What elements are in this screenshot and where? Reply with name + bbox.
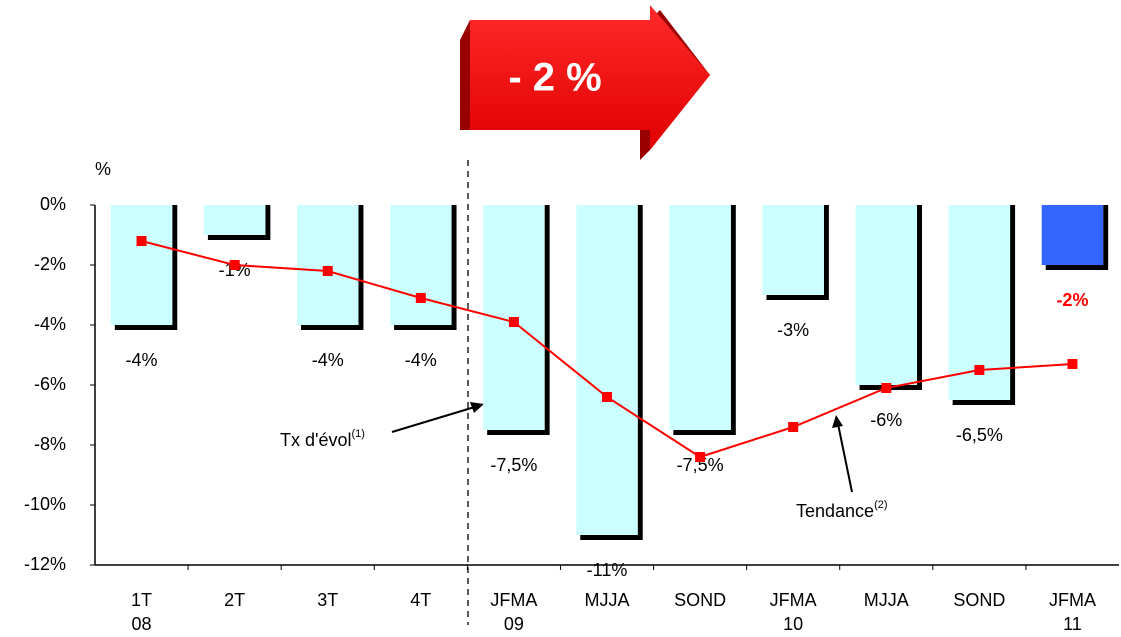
value-label: -4% <box>126 350 158 370</box>
x-tick-line: 09 <box>504 614 524 634</box>
bar-group <box>110 205 178 330</box>
x-tick-line: SOND <box>674 590 726 610</box>
trend-marker <box>229 260 240 270</box>
x-tick-label: SOND <box>953 590 1005 610</box>
value-label: -4% <box>405 350 437 370</box>
value-label: -7,5% <box>677 455 724 475</box>
bar <box>1041 205 1104 265</box>
y-axis-label: % <box>95 159 111 179</box>
bar-group <box>669 205 736 435</box>
bar <box>762 205 824 295</box>
bar-group <box>297 205 364 330</box>
y-tick-label: -2% <box>34 254 66 274</box>
x-tick-label: 1T 08 <box>131 590 152 634</box>
bar <box>669 205 731 430</box>
bar-shadow <box>207 205 271 240</box>
banner-arrow: - 2 % <box>460 5 710 160</box>
x-tick-line: JFMA <box>770 590 817 610</box>
annotation-1: Tx d'évol(1) <box>280 402 484 450</box>
x-tick-line: 3T <box>317 590 338 610</box>
bar-group <box>576 205 643 540</box>
value-label: -6,5% <box>956 425 1003 445</box>
trend-marker <box>415 293 426 303</box>
x-tick-line: JFMA <box>490 590 537 610</box>
bar-group <box>855 205 922 390</box>
bar-shadow <box>766 205 829 300</box>
annotation-arrowhead <box>470 402 484 413</box>
x-tick-label: MJJA <box>585 590 630 610</box>
bar-group <box>1041 205 1109 270</box>
bar-shadow <box>394 205 457 330</box>
x-tick-label: JFMA 10 <box>770 590 817 634</box>
value-label: -6% <box>870 410 902 430</box>
value-label: -7,5% <box>490 455 537 475</box>
bar <box>390 205 452 325</box>
x-tick-line: MJJA <box>864 590 909 610</box>
x-tick-label: 2T <box>224 590 245 610</box>
bar <box>855 205 917 385</box>
value-label: -3% <box>777 320 809 340</box>
bar <box>203 205 266 235</box>
trend-marker <box>136 236 147 246</box>
bar <box>110 205 173 325</box>
annotation-text: Tx d'évol(1) <box>280 428 365 450</box>
x-tick-line: 11 <box>1063 614 1082 634</box>
x-tick-line: SOND <box>953 590 1005 610</box>
trend-marker <box>322 266 333 276</box>
annotation-arrow <box>391 405 479 433</box>
bar-group <box>762 205 829 300</box>
y-tick-label: -6% <box>34 374 66 394</box>
x-tick-label: JFMA 09 <box>490 590 537 634</box>
bar <box>576 205 638 535</box>
annotation-arrowhead <box>832 415 843 428</box>
bar-shadow <box>114 205 178 330</box>
x-tick-line: 4T <box>410 590 431 610</box>
bar-shadow <box>487 205 550 435</box>
bar-group <box>390 205 457 330</box>
trend-marker <box>974 365 985 375</box>
bar-shadow <box>580 205 643 540</box>
x-tick-line: 08 <box>132 614 152 634</box>
x-tick-label: 3T <box>317 590 338 610</box>
annotation-arrow <box>837 423 853 493</box>
bar-group <box>948 205 1016 405</box>
x-tick-label: MJJA <box>864 590 909 610</box>
bar-shadow <box>1045 205 1109 270</box>
trend-marker <box>881 383 892 393</box>
trend-marker <box>508 317 519 327</box>
bar-group <box>203 205 271 240</box>
y-tick-label: -12% <box>24 554 66 574</box>
value-label: -4% <box>312 350 344 370</box>
bar-shadow <box>301 205 364 330</box>
value-label: -11% <box>587 560 628 580</box>
trend-marker <box>1067 359 1078 369</box>
x-tick-line: 10 <box>783 614 803 634</box>
x-tick-label: 4T <box>410 590 431 610</box>
y-tick-label: -4% <box>34 314 66 334</box>
bar-shadow <box>952 205 1016 405</box>
x-tick-label: JFMA 11 <box>1049 590 1096 634</box>
bar-shadow <box>859 205 922 390</box>
trend-marker <box>602 392 612 402</box>
annotation-2: Tendance(2) <box>796 415 888 521</box>
annotation-text: Tendance(2) <box>796 499 888 521</box>
trend-marker <box>788 422 799 432</box>
bar-shadow <box>673 205 736 435</box>
x-tick-line: MJJA <box>585 590 630 610</box>
x-tick-label: SOND <box>674 590 726 610</box>
y-tick-label: -8% <box>34 434 66 454</box>
value-label: -2% <box>1056 290 1088 310</box>
y-tick-label: -10% <box>24 494 66 514</box>
bar <box>297 205 359 325</box>
x-tick-line: JFMA <box>1049 590 1096 610</box>
trend-marker <box>695 452 706 462</box>
banner-text: - 2 % <box>508 56 601 100</box>
y-tick-label: 0% <box>40 194 66 214</box>
x-tick-line: 2T <box>224 590 245 610</box>
x-tick-line: 1T <box>131 590 152 610</box>
